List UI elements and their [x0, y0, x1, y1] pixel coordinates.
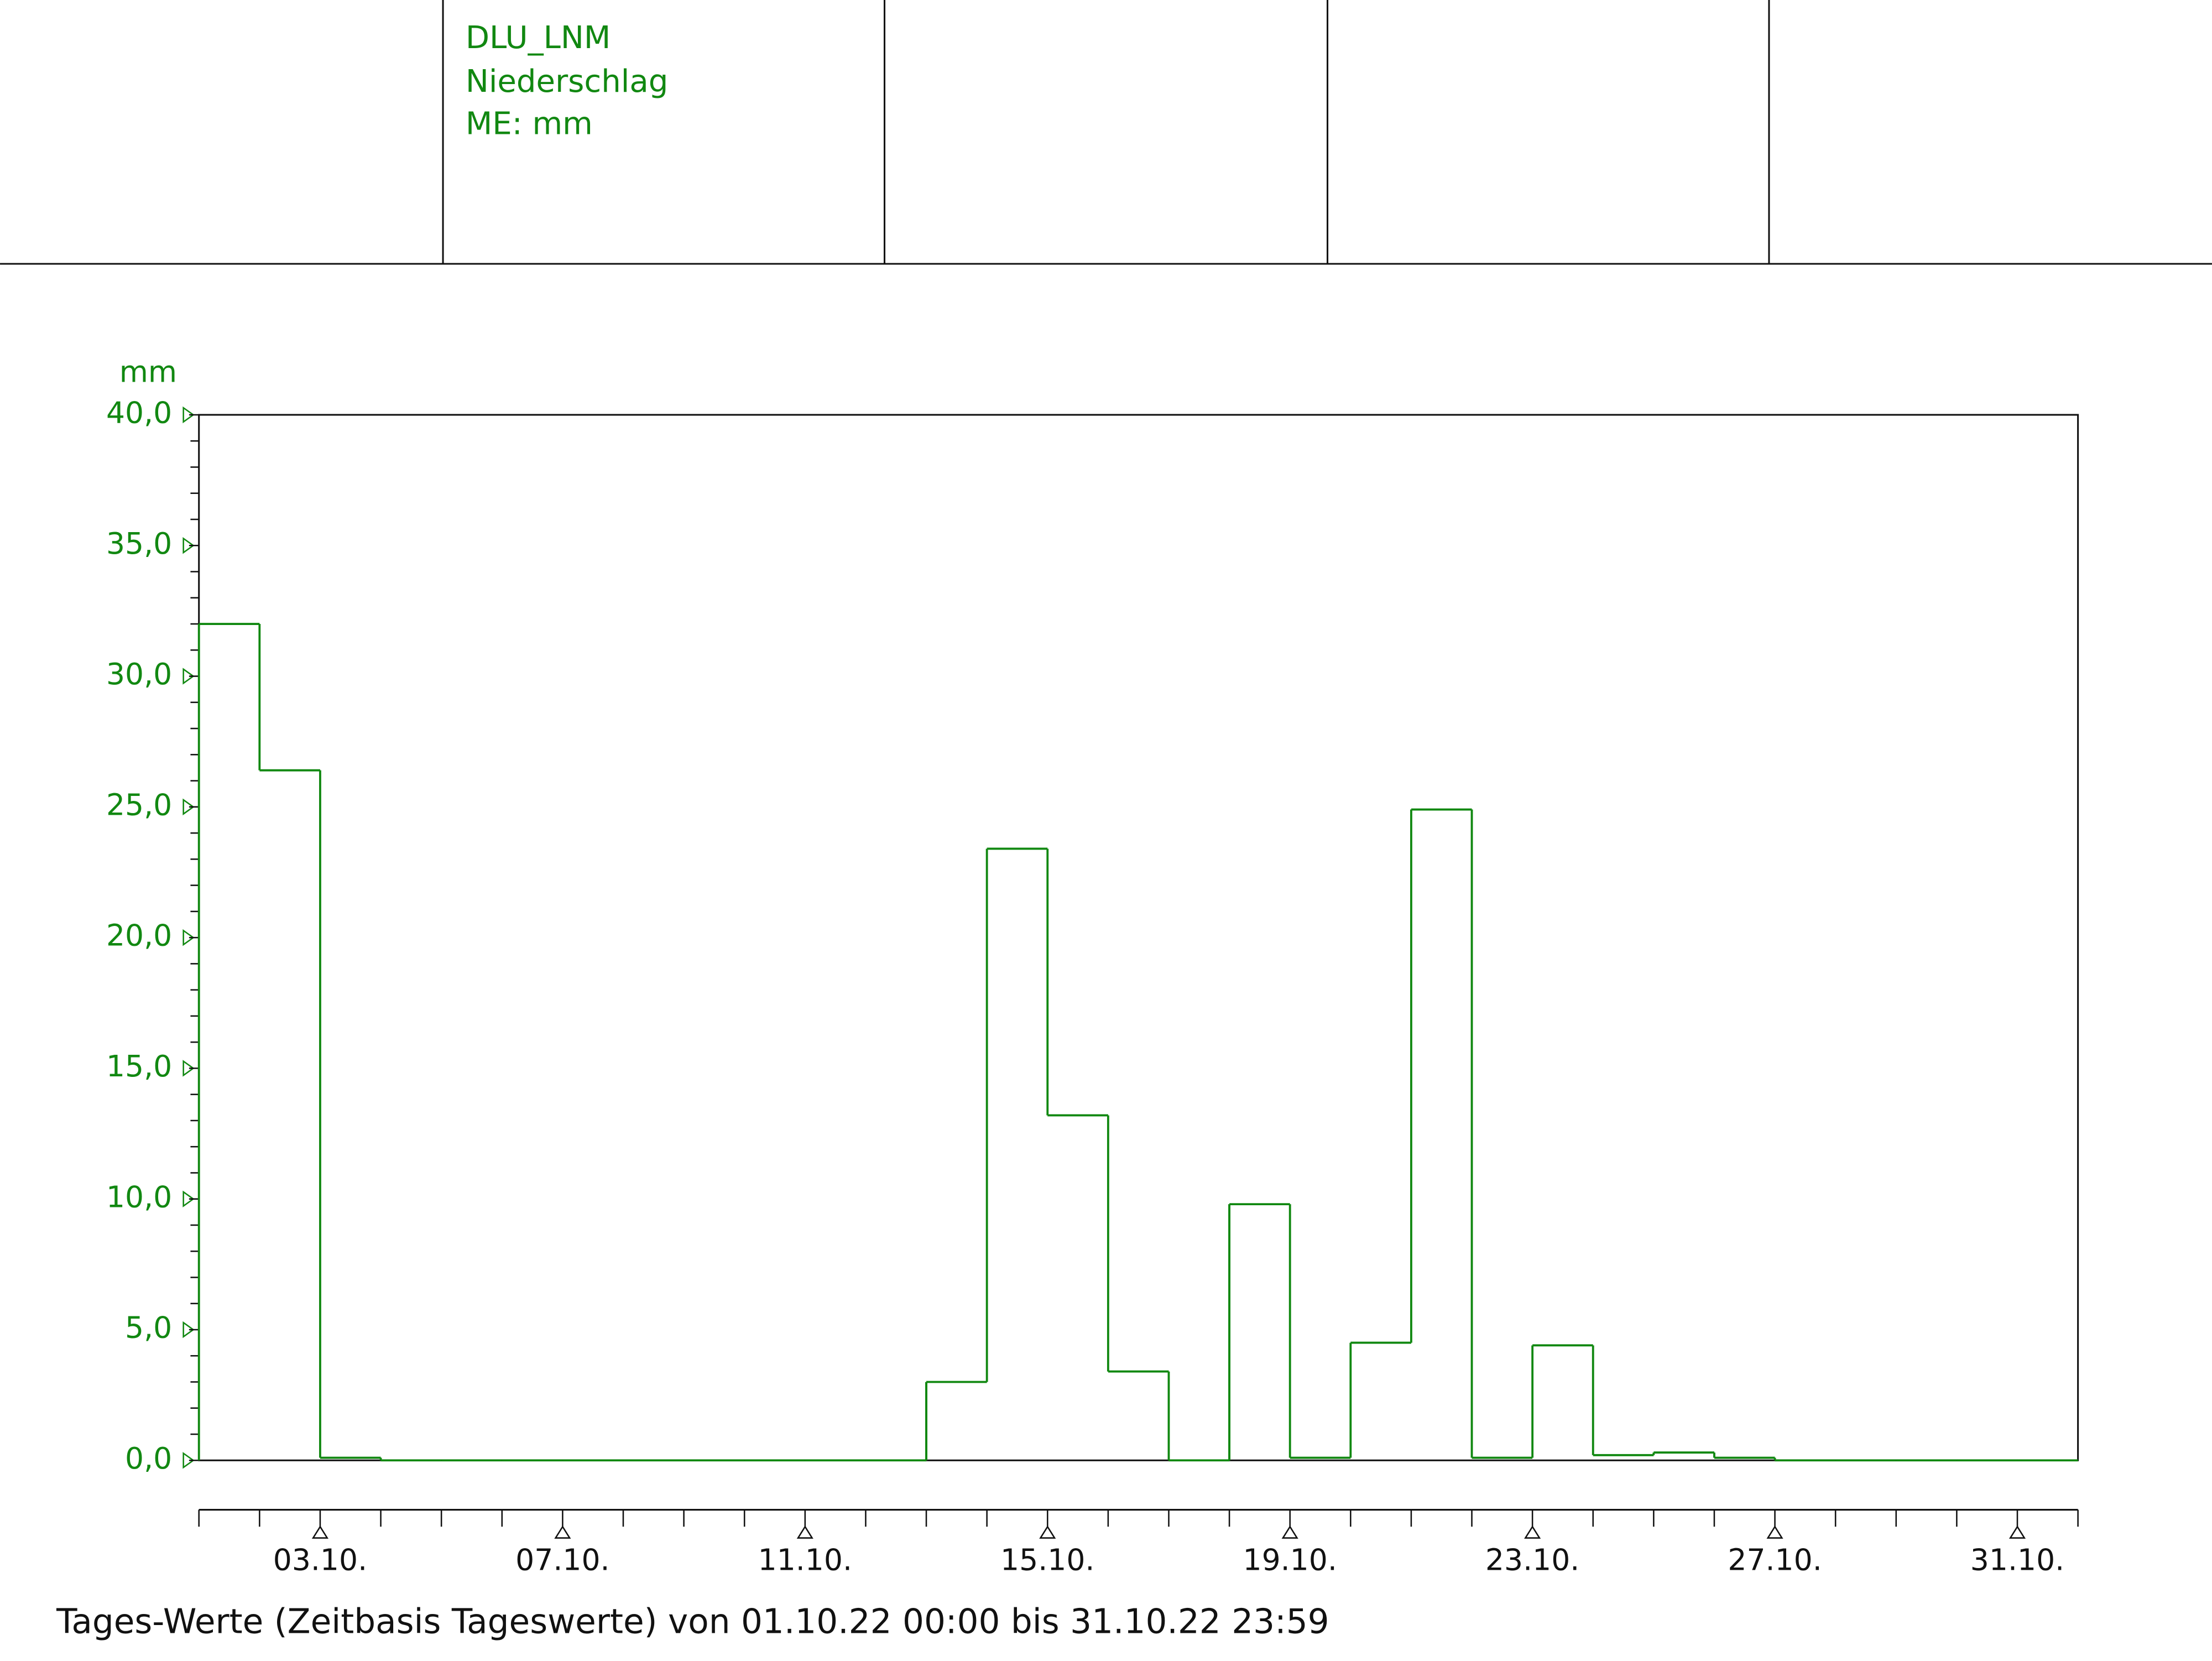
y-tick-label: 10,0 — [106, 1179, 172, 1214]
plot-frame — [198, 414, 2079, 1461]
header-line: ME: mm — [466, 106, 593, 142]
y-tick-mark — [182, 537, 195, 554]
y-tick-label: 15,0 — [106, 1049, 172, 1084]
y-tick-mark — [182, 798, 195, 816]
x-tick-label: 31.10. — [1970, 1543, 2064, 1577]
x-tick-mark — [311, 1525, 329, 1539]
y-tick-mark — [182, 1060, 195, 1077]
x-tick-label: 07.10. — [515, 1543, 609, 1577]
y-axis-unit: mm — [119, 355, 177, 389]
y-tick-mark — [182, 929, 195, 946]
header-grid — [0, 0, 2212, 265]
x-tick-label: 15.10. — [1000, 1543, 1094, 1577]
y-tick-mark — [182, 1190, 195, 1207]
header-line: Niederschlag — [466, 64, 669, 100]
x-tick-mark — [554, 1525, 571, 1539]
y-tick-mark — [182, 668, 195, 685]
x-tick-label: 11.10. — [758, 1543, 852, 1577]
header-line: DLU_LNM — [466, 20, 611, 56]
x-tick-mark — [1524, 1525, 1541, 1539]
y-tick-label: 5,0 — [125, 1310, 172, 1345]
y-tick-mark — [182, 1321, 195, 1339]
y-tick-label: 20,0 — [106, 918, 172, 953]
y-tick-label: 35,0 — [106, 526, 172, 561]
x-tick-mark — [1766, 1525, 1783, 1539]
y-tick-label: 40,0 — [106, 395, 172, 430]
x-tick-label: 27.10. — [1728, 1543, 1822, 1577]
x-tick-mark — [1039, 1525, 1056, 1539]
x-tick-label: 23.10. — [1485, 1543, 1579, 1577]
y-tick-label: 0,0 — [125, 1441, 172, 1476]
x-tick-mark — [796, 1525, 813, 1539]
y-tick-mark — [182, 1452, 195, 1469]
y-tick-mark — [182, 406, 195, 424]
y-tick-label: 25,0 — [106, 787, 172, 822]
y-tick-label: 30,0 — [106, 657, 172, 691]
x-tick-label: 19.10. — [1243, 1543, 1337, 1577]
x-tick-mark — [1281, 1525, 1298, 1539]
footer: Tages-Werte (Zeitbasis Tageswerte) von 0… — [56, 1602, 1329, 1642]
x-tick-label: 03.10. — [273, 1543, 367, 1577]
x-tick-mark — [2008, 1525, 2026, 1539]
